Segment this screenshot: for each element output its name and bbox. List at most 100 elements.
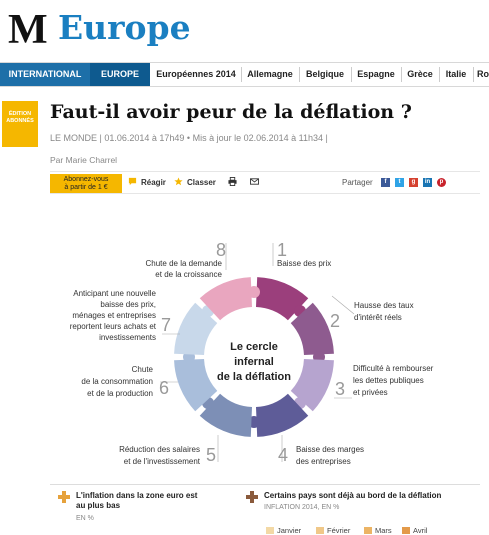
- nav-separator: [299, 67, 300, 82]
- facebook-icon[interactable]: f: [381, 178, 390, 187]
- article-meta: LE MONDE | 01.06.2014 à 17h49 • Mis à jo…: [50, 133, 328, 143]
- cycle-step-8: 8 Chute de la demande et de la croissanc…: [146, 240, 227, 279]
- step-label: Réduction des salaires: [119, 445, 200, 454]
- chart-marker-icon: [246, 491, 258, 503]
- badge-line-1: ÉDITION: [8, 111, 32, 117]
- nav-separator: [473, 67, 474, 82]
- cycle-connector-8: [248, 286, 260, 298]
- save-button[interactable]: Classer: [187, 178, 216, 187]
- twitter-icon[interactable]: t: [395, 178, 404, 187]
- comment-icon: [128, 177, 137, 186]
- le-monde-logo[interactable]: M: [8, 7, 48, 53]
- step-number: 3: [335, 379, 345, 399]
- step-label: Baisse des prix: [277, 259, 331, 268]
- cycle-segment-2: [290, 302, 334, 356]
- cycle-step-6: Chute de la consommation et de la produc…: [81, 365, 178, 398]
- step-label: les dettes publiques: [353, 376, 424, 385]
- legend-swatch: [266, 527, 274, 534]
- legend-item-mars: Mars: [364, 526, 392, 535]
- legend-label: Janvier: [277, 526, 302, 535]
- email-icon[interactable]: [250, 177, 259, 186]
- step-label: et de l'investissement: [124, 457, 201, 466]
- cycle-segment-8: [199, 277, 253, 321]
- cycle-step-4: 4 Baisse des marges des entreprises: [278, 435, 364, 466]
- cycle-step-1: 1 Baisse des prix: [272, 240, 331, 268]
- step-label: ménages et entreprises: [72, 311, 156, 320]
- chart-marker-icon: [58, 491, 70, 503]
- step-number: 2: [330, 311, 340, 331]
- cycle-center-disc: [208, 311, 300, 403]
- legend-label: Avril: [413, 526, 428, 535]
- nav-item-europeennes-2014[interactable]: Européennes 2014: [156, 69, 236, 79]
- pinterest-icon[interactable]: p: [437, 178, 446, 187]
- step-label: de la consommation: [81, 377, 153, 386]
- cycle-ring: [174, 277, 334, 437]
- nav-separator: [351, 67, 352, 82]
- step-number: 5: [206, 445, 216, 465]
- cycle-step-5: Réduction des salaires et de l'investiss…: [119, 435, 219, 466]
- legend-swatch: [364, 527, 372, 534]
- step-number: 1: [277, 240, 287, 260]
- subscriber-edition-badge: ÉDITION ABONNÉS: [2, 101, 38, 147]
- nav-item-espagne[interactable]: Espagne: [357, 69, 395, 79]
- step-label: et privées: [353, 388, 388, 397]
- related-charts: L'inflation dans la zone euro est au plu…: [50, 484, 480, 535]
- step-label: investissements: [99, 333, 156, 342]
- section-title[interactable]: Europe: [58, 8, 191, 47]
- legend-label: Février: [327, 526, 351, 535]
- subscribe-button[interactable]: Abonnez-vous à partir de 1 €: [50, 174, 122, 193]
- legend-item-fevrier: Février: [316, 526, 350, 535]
- center-label-line-3: de la déflation: [217, 371, 291, 383]
- nav-item-international[interactable]: INTERNATIONAL: [0, 63, 90, 86]
- step-label: des entreprises: [296, 457, 351, 466]
- nav-item-italie[interactable]: Italie: [445, 69, 467, 79]
- step-label: Chute de la demande: [146, 259, 223, 268]
- step-label: Difficulté à rembourser: [353, 364, 434, 373]
- legend-label: Mars: [375, 526, 392, 535]
- article-headline: Faut-il avoir peur de la déflation ?: [50, 101, 412, 123]
- badge-line-2: ABONNÉS: [6, 118, 34, 124]
- step-label: reportent leurs achats et: [70, 322, 157, 331]
- print-icon[interactable]: [228, 177, 237, 186]
- react-button[interactable]: Réagir: [141, 178, 166, 187]
- linkedin-icon[interactable]: in: [423, 178, 432, 187]
- legend-swatch: [316, 527, 324, 534]
- googleplus-icon[interactable]: g: [409, 178, 418, 187]
- cycle-step-7: Anticipant une nouvelle baisse des prix,…: [70, 289, 180, 342]
- step-label: d'intérêt réels: [354, 313, 402, 322]
- subscribe-line-1: Abonnez-vous: [63, 176, 109, 183]
- left-chart-unit: EN %: [76, 515, 94, 522]
- center-label-line-1: Le cercle: [230, 341, 278, 353]
- article-author[interactable]: Par Marie Charrel: [50, 155, 118, 165]
- section-nav: INTERNATIONAL EUROPE Européennes 2014 Al…: [0, 62, 489, 87]
- share-label: Partager: [342, 178, 373, 187]
- cycle-segment-6: [174, 358, 218, 412]
- legend-item-avril: Avril: [402, 526, 427, 535]
- step-number: 8: [216, 240, 226, 260]
- nav-separator: [241, 67, 242, 82]
- cycle-segment-4: [255, 393, 309, 437]
- legend-swatch: [402, 527, 410, 534]
- step-label: baisse des prix,: [100, 300, 156, 309]
- step-label: Baisse des marges: [296, 445, 364, 454]
- nav-item-belgique[interactable]: Belgique: [305, 69, 344, 79]
- step-label: Hausse des taux: [354, 301, 414, 310]
- right-chart-title: Certains pays sont déjà au bord de la dé…: [264, 491, 442, 500]
- nav-item-roumanie[interactable]: Ro: [477, 69, 489, 79]
- cycle-step-3: Difficulté à rembourser les dettes publi…: [334, 364, 434, 399]
- right-chart-unit: INFLATION 2014, EN %: [264, 504, 340, 511]
- nav-item-europe[interactable]: EUROPE: [90, 63, 150, 86]
- left-chart-title: L'inflation dans la zone euro est au plu…: [76, 491, 198, 510]
- subscribe-line-2: à partir de 1 €: [64, 184, 108, 191]
- nav-separator: [401, 67, 402, 82]
- step-number: 7: [161, 315, 171, 335]
- nav-item-allemagne[interactable]: Allemagne: [247, 69, 293, 79]
- deflation-cycle-infographic: Le cercle infernal de la déflation 1 Bai…: [70, 240, 434, 466]
- star-icon: [174, 177, 183, 186]
- center-label-line-2: infernal: [234, 356, 274, 368]
- masthead: M Europe: [0, 0, 489, 62]
- nav-separator: [439, 67, 440, 82]
- nav-item-grece[interactable]: Grèce: [407, 69, 433, 79]
- step-number: 6: [159, 378, 169, 398]
- step-label: Anticipant une nouvelle: [73, 289, 156, 298]
